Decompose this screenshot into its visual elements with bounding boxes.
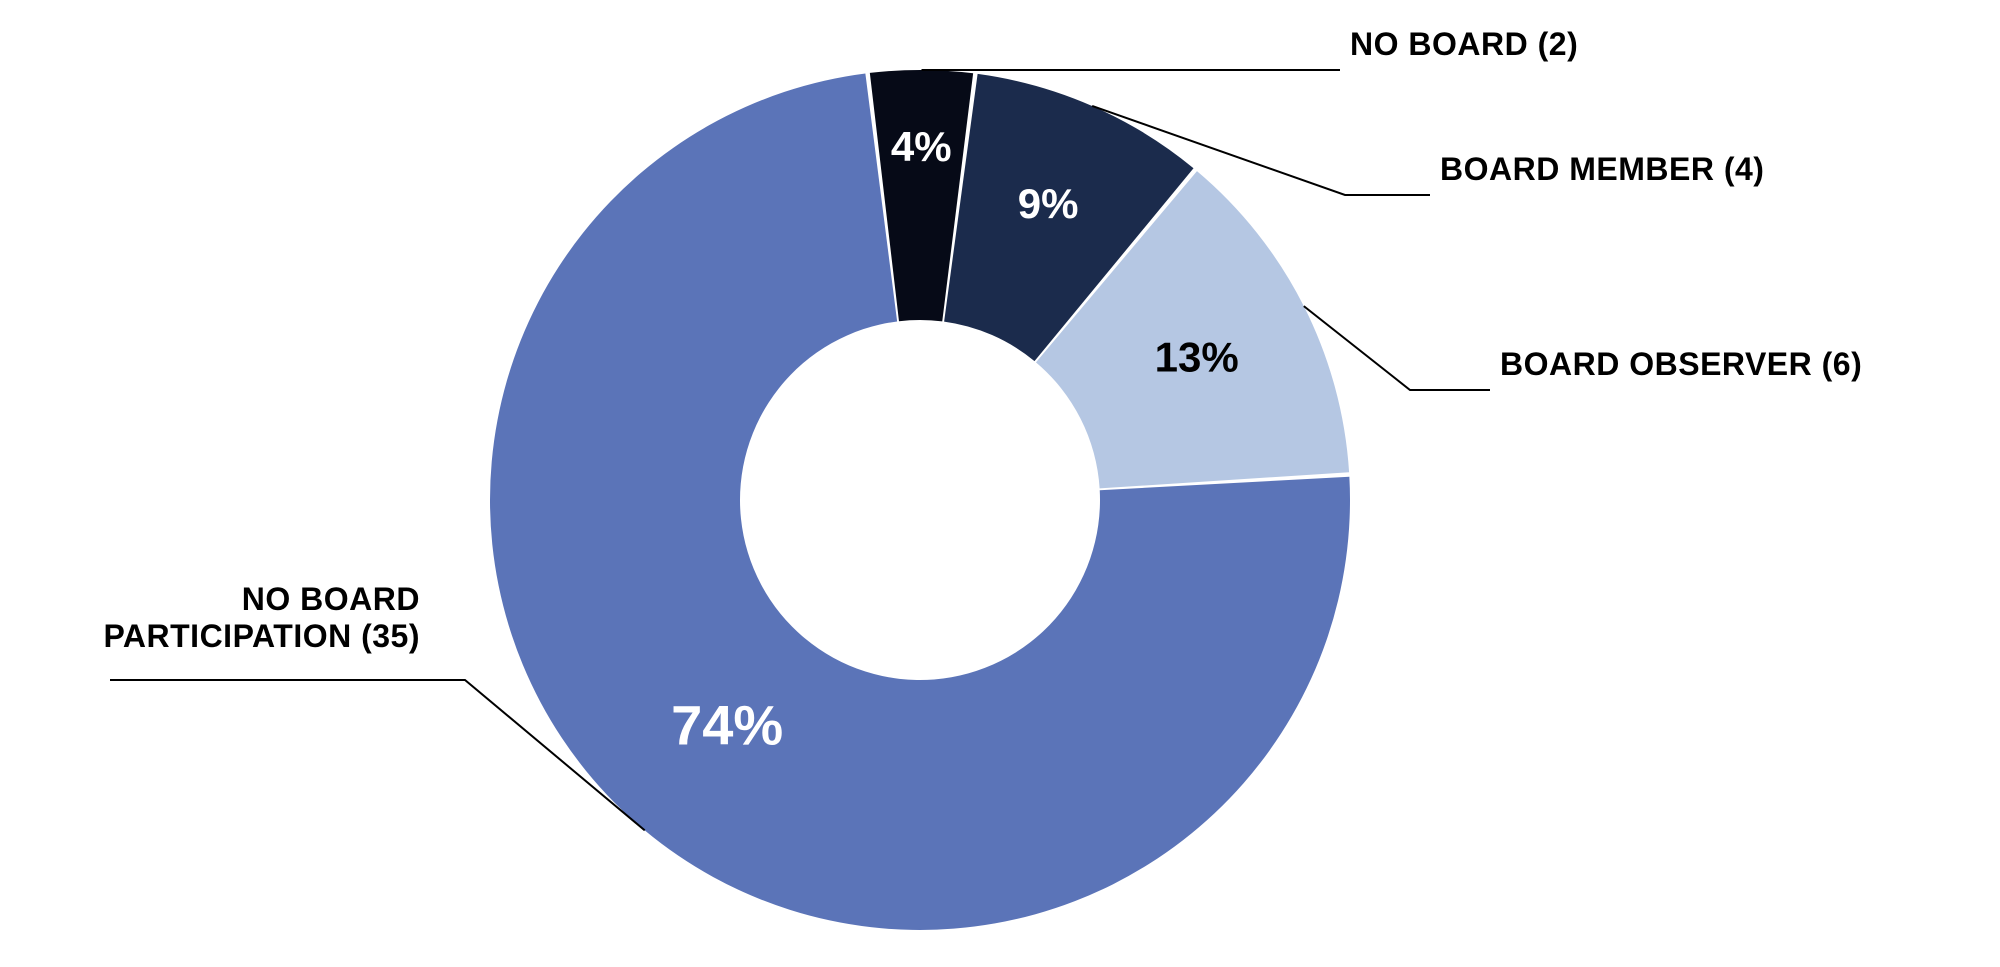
label-board-observer: BOARD OBSERVER (6) [1500, 346, 1862, 382]
donut-chart: 4% 9% 13% 74% NO BOARD (2) BOARD MEMBER (4) BO… [0, 0, 2000, 967]
percent-no-board-participation: 74% [671, 694, 783, 757]
label-no-board: NO BOARD (2) [1350, 26, 1578, 62]
label-board-member: BOARD MEMBER (4) [1440, 151, 1764, 187]
label-no-board-participation: NO BOARDPARTICIPATION (35) [103, 581, 420, 654]
percent-board-member: 9% [1018, 180, 1079, 227]
slices [490, 70, 1350, 930]
percent-board-observer: 13% [1155, 333, 1239, 380]
percent-no-board: 4% [891, 123, 952, 170]
